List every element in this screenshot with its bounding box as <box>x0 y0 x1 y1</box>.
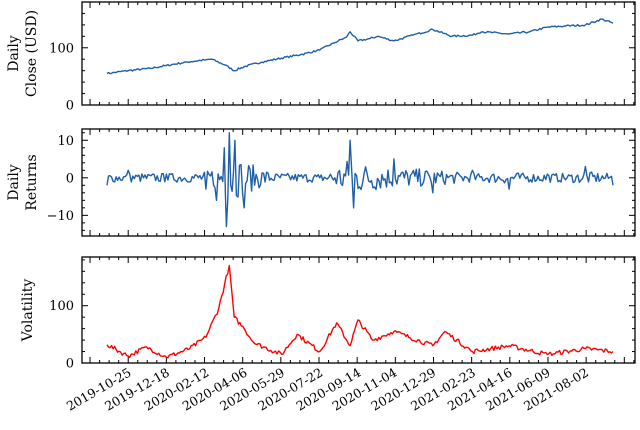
close-price-panel: 0 100 Daily Close (USD) <box>6 1 636 114</box>
y-axis-label: Daily Close (USD) <box>6 10 40 97</box>
daily-close-line <box>106 18 614 75</box>
y-tick-label: 10 <box>57 134 74 149</box>
y-tick-label: −10 <box>47 209 74 224</box>
volatility-panel: 0 100 Volatility <box>20 256 636 372</box>
y-tick-label: 100 <box>49 299 74 314</box>
volatility-line <box>106 264 614 359</box>
axes-frame <box>81 256 636 364</box>
daily-returns-panel: −10 0 10 Daily Returns <box>6 128 636 237</box>
y-axis-label: Daily Returns <box>6 154 40 210</box>
y-tick-label: 0 <box>66 99 74 114</box>
y-tick-label: 0 <box>66 171 74 186</box>
x-axis-date-labels: 2019-10-252019-12-182020-02-122020-04-06… <box>64 365 591 414</box>
daily-returns-line <box>106 132 614 228</box>
axes-frame <box>81 1 636 106</box>
y-tick-label: 100 <box>49 41 74 56</box>
y-tick-label: 0 <box>66 357 74 372</box>
y-axis-label: Volatility <box>20 279 36 343</box>
axes-frame <box>81 128 636 237</box>
